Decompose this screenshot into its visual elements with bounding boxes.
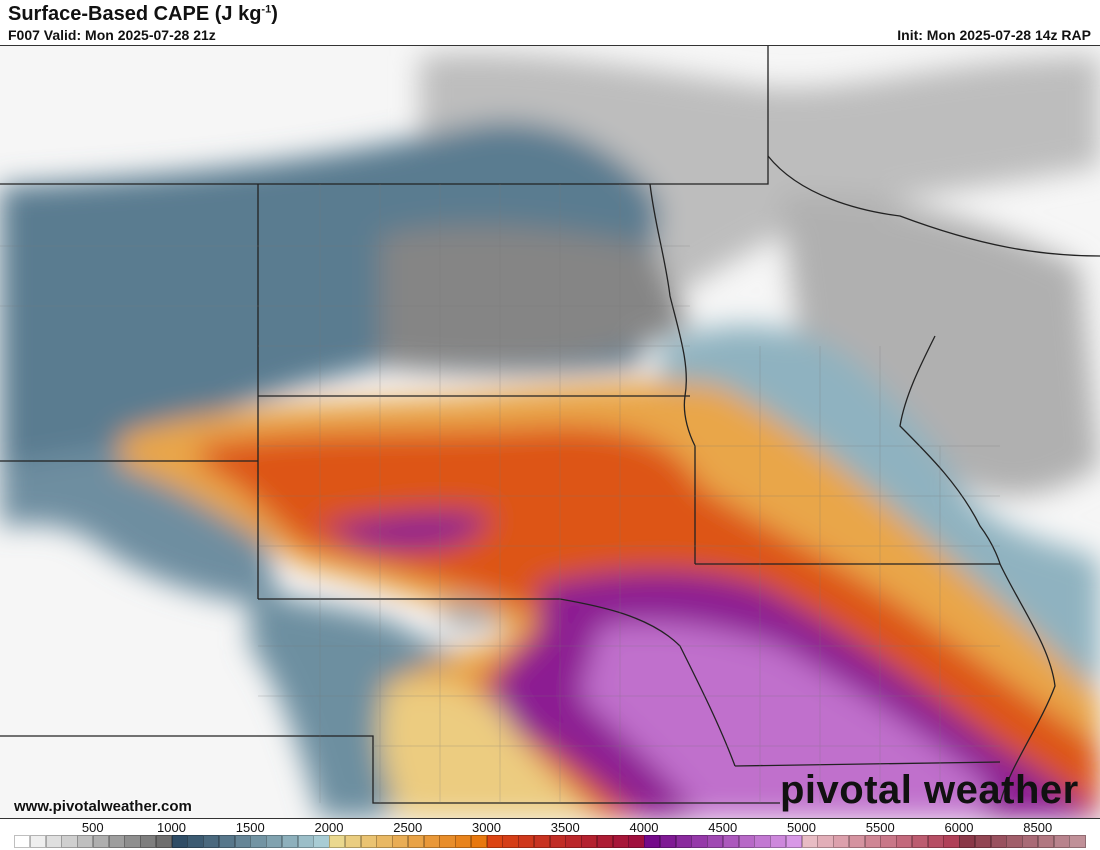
colorbar-cell xyxy=(92,835,109,848)
colorbar-cell xyxy=(329,835,346,848)
colorbar-cell xyxy=(1006,835,1023,848)
colorbar-label: 5500 xyxy=(865,820,895,835)
colorbar-cell xyxy=(1053,835,1070,848)
colorbar-cell xyxy=(313,835,330,848)
colorbar-cell xyxy=(234,835,251,848)
county-lines xyxy=(0,184,1000,803)
colorbar-cell xyxy=(911,835,928,848)
colorbar-cell xyxy=(785,835,802,848)
colorbar-cell xyxy=(770,835,787,848)
colorbar-label: 500 xyxy=(81,820,104,835)
colorbar-cell xyxy=(848,835,865,848)
colorbar-cell xyxy=(738,835,755,848)
colorbar-cell xyxy=(864,835,881,848)
colorbar-label: 5000 xyxy=(787,820,816,835)
colorbar-cell xyxy=(14,835,31,848)
colorbar-cell xyxy=(281,835,298,848)
colorbar-cell xyxy=(470,835,487,848)
pivotal-weather-watermark: pivotal weather xyxy=(780,768,1079,812)
colorbar-cell xyxy=(502,835,519,848)
colorbar-label: 4500 xyxy=(708,820,738,835)
colorbar-cell xyxy=(108,835,125,848)
colorbar-cell xyxy=(691,835,708,848)
colorbar-cell xyxy=(218,835,235,848)
colorbar-cell xyxy=(974,835,991,848)
colorbar-cell xyxy=(943,835,960,848)
colorbar-cell xyxy=(959,835,976,848)
valid-time: F007 Valid: Mon 2025-07-28 21z xyxy=(8,27,216,43)
colorbar-cell xyxy=(360,835,377,848)
colorbar-cell xyxy=(927,835,944,848)
colorbar-cell xyxy=(455,835,472,848)
colorbar-cell xyxy=(817,835,834,848)
colorbar-cell xyxy=(722,835,739,848)
colorbar-cell xyxy=(344,835,361,848)
colorbar-cell xyxy=(77,835,94,848)
colorbar-label: 2500 xyxy=(393,820,423,835)
colorbar-cell xyxy=(392,835,409,848)
colorbar-cell xyxy=(423,835,440,848)
colorbar-cell xyxy=(549,835,566,848)
colorbar-cell xyxy=(1069,835,1086,848)
colorbar-cell xyxy=(407,835,424,848)
colorbar-cell xyxy=(896,835,913,848)
colorbar-cell xyxy=(518,835,535,848)
colorbar-cell xyxy=(1022,835,1039,848)
colorbar-cell xyxy=(612,835,629,848)
colorbar-cell xyxy=(533,835,550,848)
colorbar-cell xyxy=(266,835,283,848)
colorbar-cell xyxy=(644,835,661,848)
colorbar-label: 3000 xyxy=(472,820,501,835)
colorbar-cell xyxy=(376,835,393,848)
cape-map xyxy=(0,45,1100,819)
colorbar-cell xyxy=(61,835,78,848)
colorbar-cell xyxy=(880,835,897,848)
colorbar-cell xyxy=(565,835,582,848)
colorbar-label: 1000 xyxy=(157,820,186,835)
colorbar-label: 4000 xyxy=(629,820,659,835)
colorbar-cell xyxy=(124,835,141,848)
colorbar-cell xyxy=(659,835,676,848)
state-borders xyxy=(0,46,1100,804)
colorbar-cell xyxy=(29,835,46,848)
colorbar-cell xyxy=(45,835,62,848)
colorbar-cell xyxy=(203,835,220,848)
colorbar-cell xyxy=(675,835,692,848)
colorbar-cell xyxy=(596,835,613,848)
init-time: Init: Mon 2025-07-28 14z RAP xyxy=(897,27,1091,43)
colorbar-label: 2000 xyxy=(314,820,344,835)
colorbar-cell xyxy=(140,835,157,848)
colorbar-cell xyxy=(1037,835,1054,848)
colorbar-cell xyxy=(833,835,850,848)
colorbar-cell xyxy=(486,835,503,848)
colorbar-cell xyxy=(297,835,314,848)
colorbar-cell xyxy=(250,835,267,848)
colorbar-cell xyxy=(171,835,188,848)
colorbar-label: 6000 xyxy=(944,820,974,835)
colorbar-cell xyxy=(155,835,172,848)
colorbar-cell xyxy=(707,835,724,848)
colorbar-cell xyxy=(581,835,598,848)
colorbar-cell xyxy=(754,835,771,848)
colorbar-cell xyxy=(628,835,645,848)
colorbar: 500 1000 1500 2000 2500 3000 3500 4000 4500 5000 5… xyxy=(0,818,1100,850)
colorbar-label: 8500 xyxy=(1023,820,1053,835)
colorbar-cell xyxy=(187,835,204,848)
colorbar-label: 1500 xyxy=(235,820,265,835)
colorbar-cell xyxy=(990,835,1007,848)
map-title: Surface-Based CAPE (J kg-1) xyxy=(8,3,278,25)
colorbar-cell xyxy=(439,835,456,848)
colorbar-label: 3500 xyxy=(550,820,580,835)
colorbar-cell xyxy=(801,835,818,848)
website-url[interactable]: www.pivotalweather.com xyxy=(14,798,192,815)
